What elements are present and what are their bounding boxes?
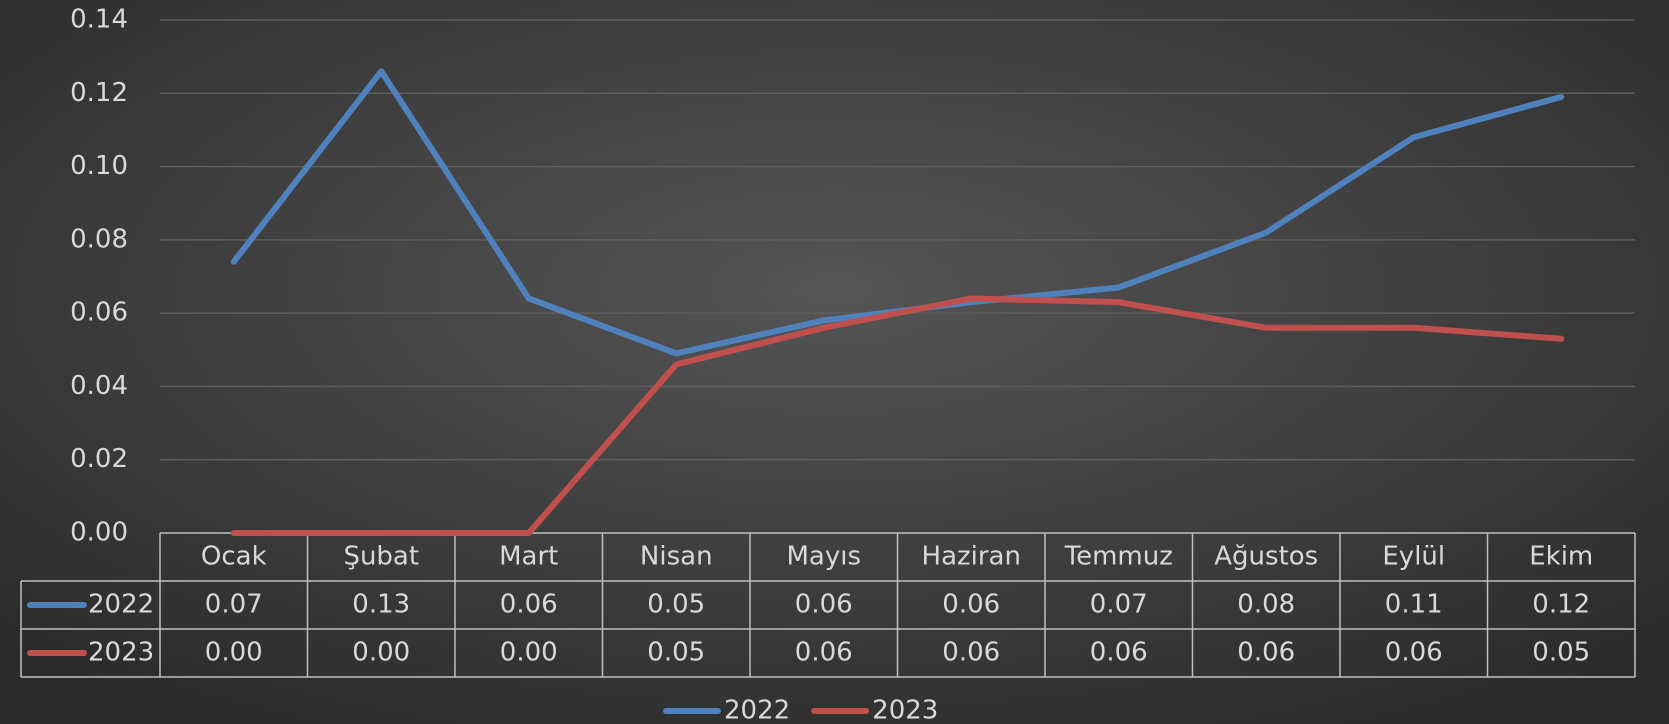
series-line [230, 295, 1565, 536]
table-value: 0.07 [1090, 590, 1148, 620]
x-tick-label: Mayıs [786, 542, 861, 572]
y-tick-label: 0.06 [70, 298, 128, 328]
y-tick-label: 0.04 [70, 371, 128, 401]
table-value: 0.06 [500, 590, 558, 620]
table-series-name: 2022 [88, 590, 154, 620]
table-value: 0.05 [647, 638, 705, 668]
table-value: 0.00 [205, 638, 263, 668]
y-tick-label: 0.08 [70, 224, 128, 254]
table-value: 0.08 [1237, 590, 1295, 620]
x-tick-label: Haziran [922, 542, 1021, 572]
table-value: 0.12 [1532, 590, 1590, 620]
table-value: 0.05 [647, 590, 705, 620]
table-value: 0.06 [942, 590, 1000, 620]
table-value: 0.13 [352, 590, 410, 620]
table-value: 0.06 [1237, 638, 1295, 668]
x-tick-label: Şubat [343, 542, 419, 572]
table-value: 0.06 [1385, 638, 1443, 668]
x-tick-label: Mart [499, 542, 558, 572]
y-tick-label: 0.14 [70, 5, 128, 35]
x-tick-label: Ağustos [1214, 542, 1318, 572]
y-tick-label: 0.12 [70, 78, 128, 108]
table-value: 0.05 [1532, 638, 1590, 668]
x-tick-label: Ekim [1529, 542, 1593, 572]
table-value: 0.06 [1090, 638, 1148, 668]
x-tick-label: Temmuz [1064, 542, 1173, 572]
table-value: 0.06 [942, 638, 1000, 668]
y-tick-label: 0.10 [70, 151, 128, 181]
table-value: 0.00 [500, 638, 558, 668]
table-value: 0.00 [352, 638, 410, 668]
x-tick-label: Ocak [201, 542, 267, 572]
legend-label: 2023 [872, 696, 938, 724]
legend-label: 2022 [724, 696, 790, 724]
y-tick-label: 0.00 [70, 518, 128, 548]
x-tick-label: Eylül [1382, 542, 1445, 572]
table-value: 0.11 [1385, 590, 1443, 620]
y-tick-label: 0.02 [70, 444, 128, 474]
table-value: 0.06 [795, 590, 853, 620]
table-value: 0.06 [795, 638, 853, 668]
table-value: 0.07 [205, 590, 263, 620]
x-tick-label: Nisan [640, 542, 713, 572]
table-series-name: 2023 [88, 638, 154, 668]
